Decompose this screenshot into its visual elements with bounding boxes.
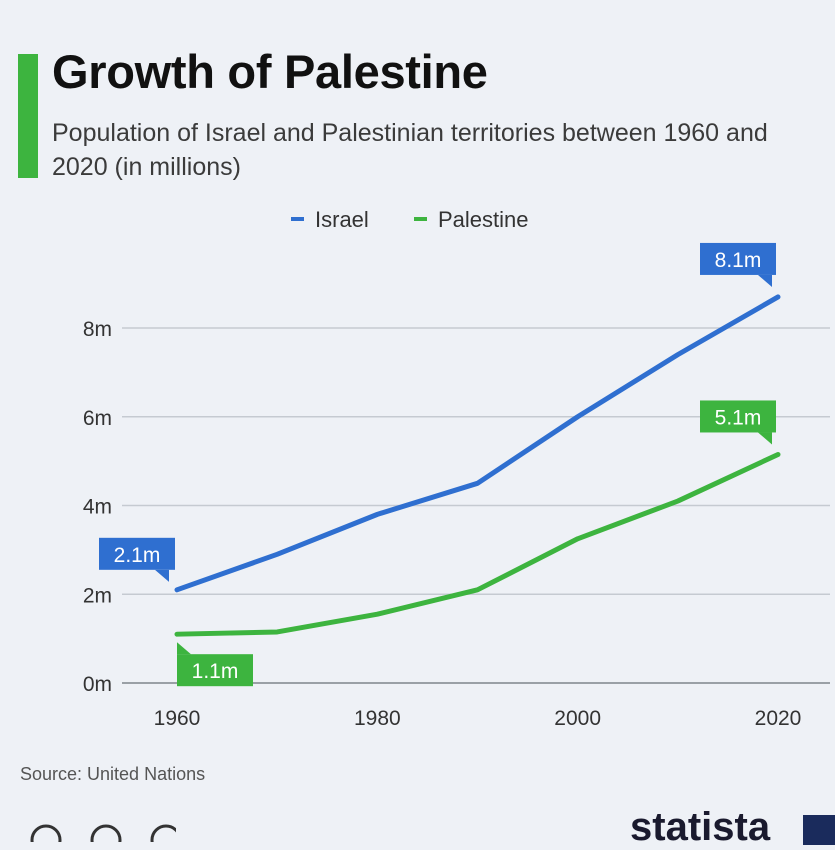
x-tick-label: 1980 bbox=[354, 707, 401, 730]
chart-subtitle: Population of Israel and Palestinian ter… bbox=[52, 119, 768, 181]
y-tick-label: 2m bbox=[83, 584, 112, 607]
callout-pointer bbox=[758, 432, 772, 445]
series-line-palestine bbox=[174, 451, 781, 637]
grid-lines bbox=[122, 327, 830, 684]
y-axis-ticks: 0m 2m 4m 6m 8m bbox=[83, 318, 112, 696]
callout-pointer bbox=[758, 274, 772, 287]
data-label: 5.1m bbox=[715, 406, 762, 429]
y-tick-label: 0m bbox=[83, 673, 112, 696]
x-axis-ticks: 1960 1980 2000 2020 bbox=[154, 707, 802, 730]
data-label: 1.1m bbox=[192, 660, 239, 683]
legend-label-palestine: Palestine bbox=[438, 207, 529, 232]
y-tick-label: 6m bbox=[83, 407, 112, 430]
no-derivatives-icon bbox=[150, 824, 176, 842]
callout-box bbox=[99, 537, 175, 570]
x-tick-label: 2000 bbox=[554, 707, 601, 730]
x-tick-label: 2020 bbox=[755, 707, 802, 730]
chart-title: Growth of Palestine bbox=[52, 45, 488, 98]
series-lines bbox=[174, 294, 781, 637]
series-line-israel bbox=[174, 294, 781, 593]
data-callouts: 2.1m 8.1m 1.1m 5.1m bbox=[99, 242, 776, 687]
data-label: 2.1m bbox=[114, 544, 161, 567]
statista-logo: statista bbox=[630, 805, 771, 849]
callout-box bbox=[700, 400, 776, 433]
y-tick-label: 8m bbox=[83, 318, 112, 341]
source-note: Source: United Nations bbox=[20, 764, 206, 784]
statista-logo-mark bbox=[803, 815, 835, 845]
y-tick-label: 4m bbox=[83, 496, 112, 519]
callout-pointer bbox=[177, 642, 191, 655]
chart-legend: Israel Palestine bbox=[291, 207, 529, 232]
callout-box bbox=[700, 242, 776, 275]
data-label: 8.1m bbox=[715, 249, 762, 272]
attribution-icon bbox=[90, 824, 122, 842]
cc-icon bbox=[30, 824, 62, 842]
callout-box bbox=[177, 654, 253, 687]
x-tick-label: 1960 bbox=[154, 707, 201, 730]
title-accent-bar bbox=[18, 54, 38, 178]
callout-pointer bbox=[155, 569, 169, 582]
legend-label-israel: Israel bbox=[315, 207, 369, 232]
cc-license-icons bbox=[30, 824, 176, 842]
